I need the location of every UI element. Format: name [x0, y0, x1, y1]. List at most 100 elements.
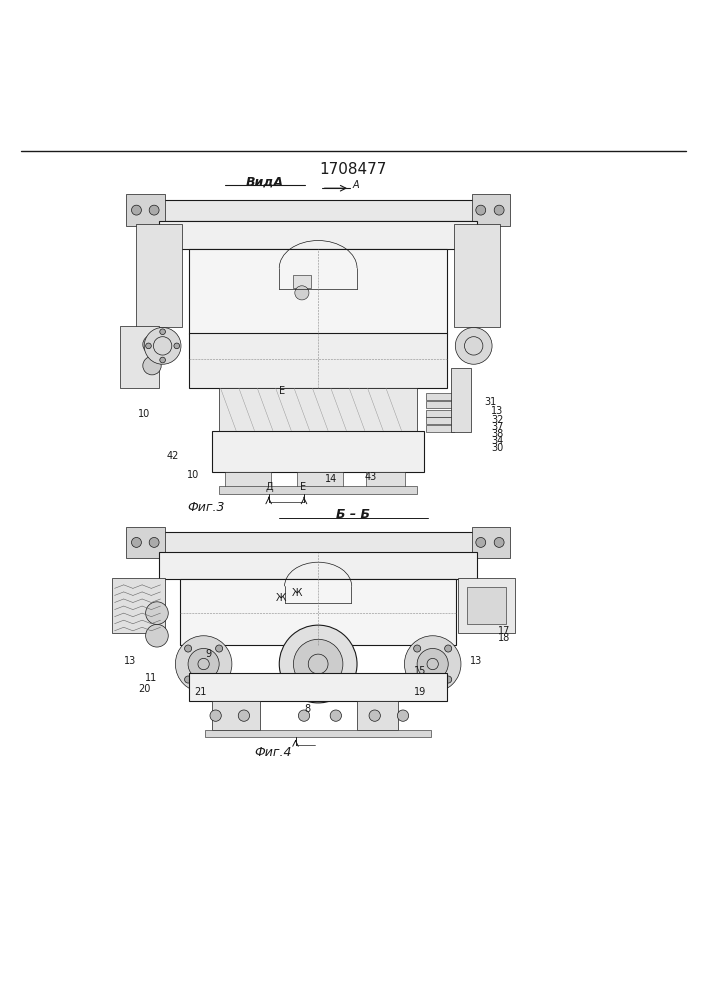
- Circle shape: [414, 645, 421, 652]
- Bar: [159, 221, 477, 249]
- Circle shape: [160, 329, 165, 335]
- Circle shape: [185, 676, 192, 683]
- Text: 8: 8: [304, 704, 310, 714]
- Text: Ж: Ж: [276, 593, 286, 603]
- Circle shape: [132, 537, 141, 547]
- Circle shape: [445, 676, 452, 683]
- Bar: [472, 527, 510, 558]
- Bar: [189, 249, 447, 334]
- Circle shape: [298, 710, 310, 721]
- Circle shape: [149, 205, 159, 215]
- Circle shape: [330, 710, 341, 721]
- Text: 13: 13: [124, 656, 136, 666]
- Text: 18: 18: [498, 633, 510, 643]
- Circle shape: [174, 343, 180, 349]
- Circle shape: [414, 676, 421, 683]
- Text: 31: 31: [484, 397, 496, 407]
- Circle shape: [143, 356, 161, 375]
- Bar: [189, 333, 447, 388]
- Text: А: А: [352, 180, 358, 190]
- Bar: [458, 578, 515, 633]
- Bar: [126, 527, 165, 558]
- Circle shape: [216, 645, 223, 652]
- Text: E: E: [279, 386, 286, 396]
- Bar: [189, 673, 447, 701]
- Circle shape: [160, 357, 165, 363]
- Bar: [293, 275, 311, 288]
- Bar: [472, 194, 510, 226]
- Circle shape: [146, 343, 151, 349]
- Circle shape: [146, 624, 168, 647]
- Text: 32: 32: [491, 415, 504, 425]
- Circle shape: [132, 205, 141, 215]
- Circle shape: [369, 710, 380, 721]
- Text: 30: 30: [491, 443, 503, 453]
- Bar: [212, 701, 260, 730]
- Text: 9: 9: [205, 649, 211, 659]
- Text: 11: 11: [145, 673, 157, 683]
- Text: Фиг.4: Фиг.4: [255, 746, 292, 759]
- Text: 10: 10: [138, 409, 150, 419]
- Text: Б – Б: Б – Б: [337, 508, 370, 521]
- Text: 1708477: 1708477: [320, 162, 387, 177]
- Circle shape: [210, 710, 221, 721]
- Text: Фиг.3: Фиг.3: [187, 501, 225, 514]
- Bar: [112, 578, 165, 633]
- Bar: [145, 532, 491, 553]
- Bar: [126, 194, 165, 226]
- Circle shape: [146, 602, 168, 624]
- Bar: [136, 224, 182, 327]
- Bar: [426, 425, 454, 432]
- Bar: [454, 224, 500, 327]
- Text: 14: 14: [325, 474, 337, 484]
- Bar: [426, 410, 454, 417]
- Circle shape: [455, 327, 492, 364]
- Circle shape: [293, 639, 343, 689]
- Circle shape: [149, 537, 159, 547]
- Circle shape: [185, 645, 192, 652]
- Text: Д: Д: [265, 482, 273, 492]
- Circle shape: [143, 335, 161, 354]
- Text: 37: 37: [491, 422, 504, 432]
- Bar: [451, 368, 471, 432]
- Text: 42: 42: [166, 451, 179, 461]
- Circle shape: [445, 645, 452, 652]
- Bar: [297, 472, 343, 487]
- Text: E: E: [300, 482, 307, 492]
- Text: 13: 13: [491, 406, 503, 416]
- Circle shape: [279, 625, 357, 703]
- Circle shape: [417, 648, 448, 680]
- Text: 34: 34: [491, 436, 503, 446]
- Bar: [225, 472, 271, 487]
- Circle shape: [238, 710, 250, 721]
- Text: 21: 21: [194, 687, 207, 697]
- Bar: [219, 388, 417, 431]
- Text: 20: 20: [138, 684, 151, 694]
- Bar: [366, 472, 405, 487]
- Circle shape: [494, 205, 504, 215]
- Bar: [426, 401, 454, 408]
- Bar: [426, 417, 454, 424]
- Circle shape: [476, 537, 486, 547]
- Text: 17: 17: [498, 626, 511, 636]
- Text: ВидА: ВидА: [246, 175, 284, 188]
- Circle shape: [216, 676, 223, 683]
- Bar: [120, 326, 159, 388]
- Bar: [357, 701, 398, 730]
- Text: 15: 15: [414, 666, 426, 676]
- Bar: [145, 200, 491, 221]
- Bar: [426, 393, 454, 400]
- Bar: [467, 587, 506, 624]
- Bar: [205, 730, 431, 737]
- Text: 10: 10: [187, 470, 199, 480]
- Bar: [219, 486, 417, 494]
- Text: 13: 13: [470, 656, 482, 666]
- Circle shape: [188, 648, 219, 680]
- Circle shape: [397, 710, 409, 721]
- Circle shape: [175, 636, 232, 692]
- Circle shape: [404, 636, 461, 692]
- Circle shape: [476, 205, 486, 215]
- Bar: [212, 431, 424, 472]
- Text: 19: 19: [414, 687, 426, 697]
- Bar: [180, 579, 456, 645]
